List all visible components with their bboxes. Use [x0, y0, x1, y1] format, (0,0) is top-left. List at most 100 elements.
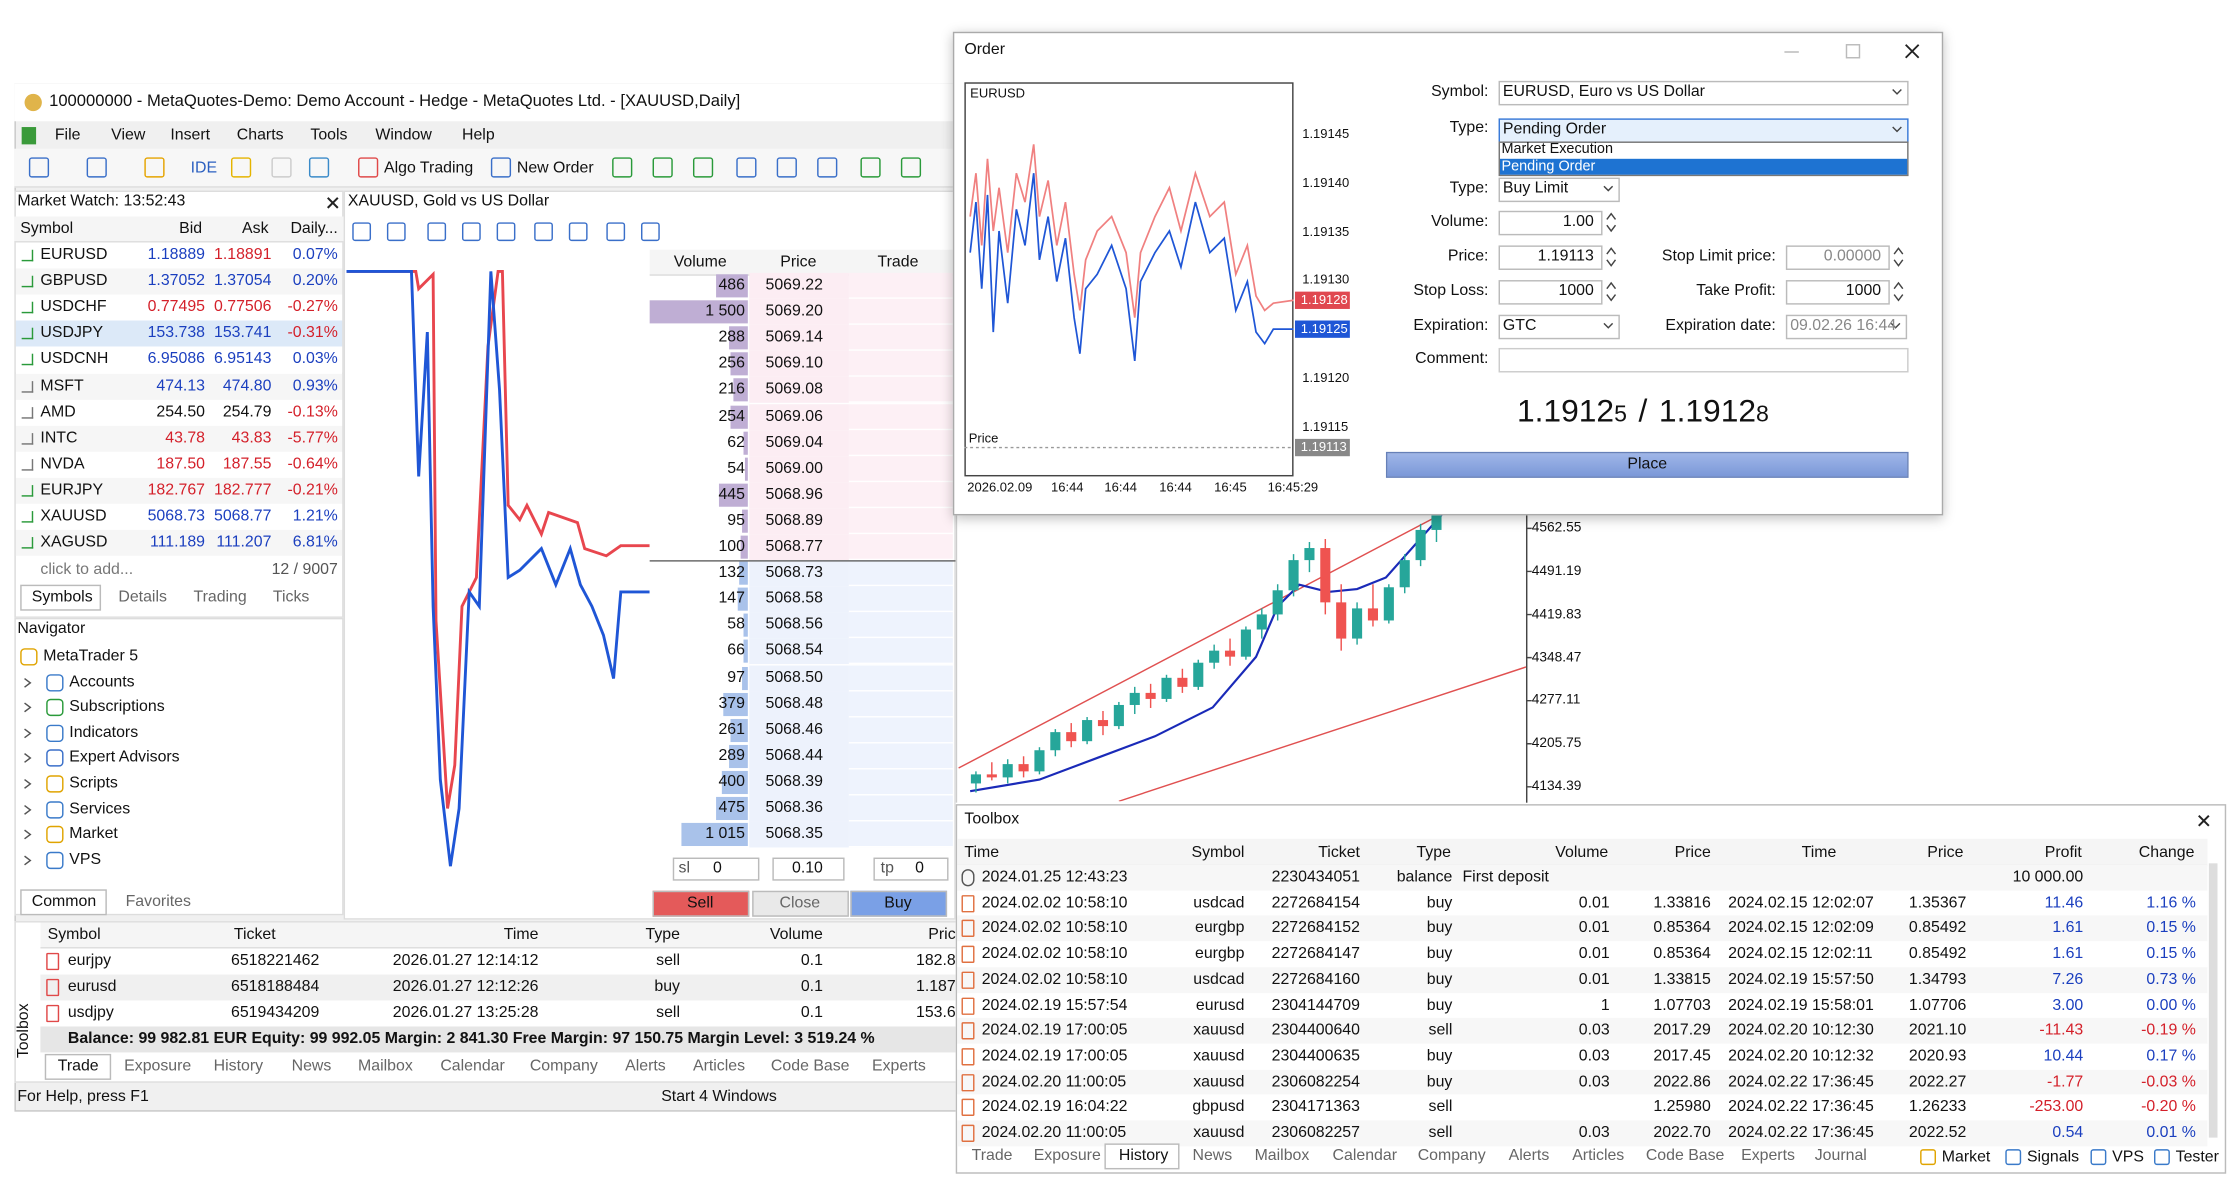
price[interactable]: 5068.58	[765, 590, 823, 608]
symbol[interactable]: EURJPY	[40, 481, 104, 499]
lot-value[interactable]: 0.10	[791, 859, 823, 878]
price[interactable]: 5068.96	[765, 485, 823, 503]
button-label[interactable]: Close	[779, 894, 821, 912]
price[interactable]: 5068.35	[765, 825, 823, 843]
tab[interactable]: News	[1192, 1147, 1233, 1165]
toolbar-icon[interactable]	[652, 157, 673, 178]
input[interactable]	[1498, 80, 1909, 106]
service[interactable]: Market	[1941, 1148, 1991, 1166]
price[interactable]: 5069.20	[765, 302, 823, 320]
button-label[interactable]: Buy	[884, 894, 912, 912]
navigator-item[interactable]: Scripts	[69, 774, 118, 792]
input[interactable]	[1498, 314, 1620, 340]
price[interactable]: 5068.56	[765, 616, 823, 634]
input[interactable]	[1785, 280, 1890, 305]
input-value[interactable]: 1.00	[1562, 212, 1594, 231]
tab[interactable]: Code Base	[770, 1057, 850, 1075]
symbol[interactable]: GBPUSD	[40, 272, 108, 290]
tab[interactable]: Company	[529, 1057, 598, 1075]
input[interactable]	[1498, 210, 1603, 236]
price[interactable]: 5069.04	[765, 433, 823, 451]
dropdown-option[interactable]: Market Execution	[1501, 141, 1613, 158]
tab[interactable]: History	[1118, 1147, 1169, 1165]
menu-item[interactable]: File	[54, 126, 81, 144]
input-value[interactable]: EURUSD, Euro vs US Dollar	[1502, 83, 1705, 101]
button[interactable]	[752, 890, 849, 917]
input-box[interactable]	[772, 857, 845, 881]
price[interactable]: 5068.50	[765, 668, 823, 686]
input-value[interactable]: 1000	[1558, 282, 1594, 300]
toolbar-button[interactable]: New Order	[516, 159, 594, 177]
price[interactable]: 5068.44	[765, 746, 823, 765]
toolbar-icon[interactable]	[271, 157, 292, 178]
tab[interactable]: Alerts	[1508, 1147, 1550, 1165]
tab[interactable]: Calendar	[1332, 1147, 1397, 1165]
menu-item[interactable]: Insert	[170, 126, 211, 144]
navigator-item[interactable]: MetaTrader 5	[43, 647, 139, 665]
price[interactable]: 5069.14	[765, 328, 823, 347]
price[interactable]: 5069.06	[765, 407, 823, 425]
service[interactable]: VPS	[2112, 1148, 2144, 1166]
chart-tool[interactable]	[461, 222, 481, 242]
menu-item[interactable]: Help	[461, 126, 495, 144]
input[interactable]	[1498, 280, 1603, 305]
tab[interactable]: Experts	[871, 1057, 926, 1075]
tp-value[interactable]: 0	[915, 859, 924, 878]
toolbar-icon[interactable]	[144, 157, 165, 178]
input-value[interactable]: 1000	[1845, 282, 1882, 300]
tab[interactable]: Company	[1417, 1147, 1486, 1165]
input[interactable]	[1785, 314, 1908, 340]
symbol[interactable]: NVDA	[40, 455, 85, 473]
chart-tool[interactable]	[496, 222, 516, 242]
navigator-item[interactable]: Indicators	[69, 723, 139, 742]
chart-tool[interactable]	[534, 222, 553, 242]
symbol[interactable]: AMD	[40, 402, 76, 421]
toolbar-icon[interactable]	[900, 157, 922, 178]
symbol[interactable]: USDJPY	[40, 324, 104, 342]
tab[interactable]: Common	[31, 892, 97, 911]
input-value[interactable]: 0.00000	[1823, 247, 1882, 265]
input-value[interactable]: GTC	[1502, 316, 1537, 335]
toolbar-icon[interactable]	[28, 157, 50, 178]
place-button[interactable]	[1385, 451, 1909, 478]
menu-item[interactable]: Tools	[310, 126, 348, 144]
tab[interactable]: Favorites	[125, 892, 191, 911]
input-box[interactable]	[672, 857, 760, 881]
toolbar-icon[interactable]	[358, 157, 379, 178]
tab[interactable]: Ticks	[272, 588, 310, 606]
input-value[interactable]: 09.02.26 16:44	[1790, 316, 1897, 335]
toolbar-icon[interactable]	[308, 157, 330, 178]
input-box[interactable]	[873, 857, 949, 881]
tab[interactable]: Trading	[193, 588, 247, 606]
symbol[interactable]: XAUUSD	[40, 507, 107, 525]
navigator-item[interactable]: Expert Advisors	[69, 749, 180, 767]
price[interactable]: 5068.36	[765, 799, 823, 817]
tab[interactable]: Alerts	[625, 1057, 666, 1075]
price[interactable]: 5069.22	[765, 276, 823, 294]
toolbar-button[interactable]: Algo Trading	[384, 159, 474, 177]
tab[interactable]: Code Base	[1645, 1147, 1725, 1165]
input[interactable]	[1498, 245, 1603, 270]
price[interactable]: 5069.00	[765, 459, 823, 477]
price[interactable]: 5068.48	[765, 694, 823, 712]
chart-tool[interactable]	[641, 222, 660, 242]
service[interactable]: Signals	[2026, 1148, 2080, 1166]
tab[interactable]: Mailbox	[1254, 1147, 1310, 1165]
menu-item[interactable]: Window	[375, 126, 432, 144]
sl-value[interactable]: 0	[713, 859, 722, 878]
toolbar-button[interactable]: IDE	[190, 159, 218, 177]
button-label[interactable]: Sell	[686, 894, 714, 912]
menu-item[interactable]: View	[111, 126, 146, 144]
menu-item[interactable]: Charts	[236, 126, 284, 144]
price[interactable]: 5068.89	[765, 511, 823, 529]
button[interactable]	[850, 890, 948, 917]
toolbar-icon[interactable]	[490, 157, 512, 178]
tab[interactable]: Trade	[57, 1057, 99, 1075]
chart-tool[interactable]	[352, 222, 372, 242]
input-value[interactable]: Buy Limit	[1502, 179, 1569, 198]
navigator-item[interactable]: Market	[69, 825, 118, 843]
chart-tool[interactable]	[606, 222, 626, 242]
navigator-item[interactable]: Accounts	[69, 672, 135, 691]
price[interactable]: 5068.46	[765, 720, 823, 739]
price[interactable]: 5068.77	[765, 537, 823, 556]
